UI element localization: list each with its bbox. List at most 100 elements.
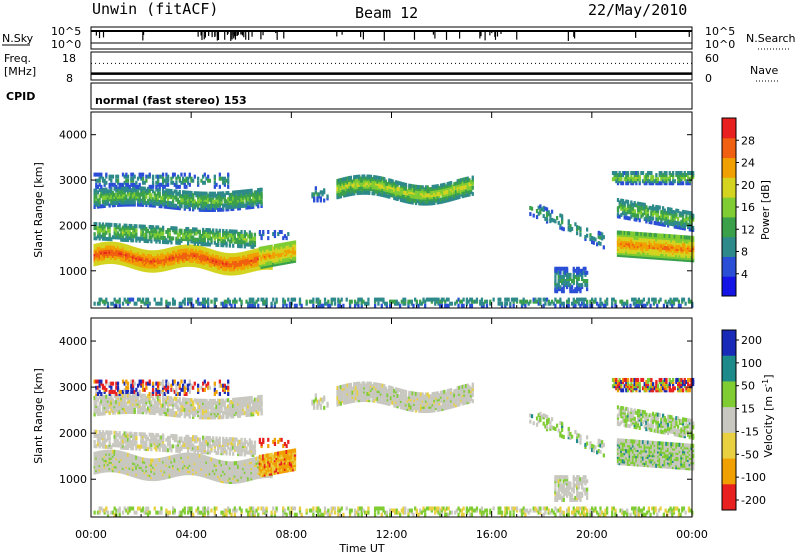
power-cell [443, 182, 446, 187]
power-cell [146, 303, 150, 308]
power-cell [666, 256, 670, 261]
power-cell [522, 301, 525, 306]
power-cell [339, 192, 343, 197]
power-cell [633, 211, 636, 216]
power-cell [424, 299, 427, 304]
power-cell [232, 253, 235, 258]
power-cell [121, 259, 125, 264]
power-cell [557, 270, 560, 275]
power-cell [346, 180, 349, 185]
power-cell [133, 174, 136, 179]
power-cell [666, 234, 670, 239]
power-cell [186, 248, 190, 253]
power-cell [227, 269, 230, 274]
power-cell [103, 230, 106, 235]
power-cell [499, 301, 502, 306]
power-cell [564, 281, 567, 286]
power-cell [218, 228, 221, 233]
power-cell [143, 238, 146, 243]
power-cell [554, 303, 557, 308]
power-cell [646, 213, 650, 218]
power-cell [418, 189, 421, 194]
power-cell [626, 299, 629, 304]
power-cell [678, 211, 681, 216]
power-cell [428, 199, 431, 204]
power-cell [456, 181, 459, 186]
power-cell [205, 197, 208, 202]
power-cell [131, 256, 135, 261]
power-cell [409, 299, 412, 304]
power-cell [200, 250, 203, 255]
power-cell [572, 289, 575, 294]
power-cell [163, 259, 166, 264]
power-cell [105, 180, 108, 185]
power-cell [448, 185, 451, 190]
power-cell [233, 194, 237, 199]
power-cell [330, 297, 333, 302]
power-cell [562, 301, 565, 306]
power-cell [208, 254, 211, 259]
power-cell [636, 244, 640, 249]
power-cell [275, 258, 278, 263]
power-cell [103, 189, 106, 194]
power-cell [215, 269, 218, 274]
power-cell [163, 192, 166, 197]
power-cell [661, 250, 665, 255]
power-cell [426, 195, 429, 200]
power-cell [344, 193, 348, 198]
power-cell [428, 197, 431, 202]
power-cell [480, 301, 484, 306]
power-cell [270, 303, 273, 308]
power-cell [648, 238, 651, 243]
power-cell [95, 259, 98, 264]
power-cell [422, 297, 425, 302]
power-cell [341, 183, 344, 188]
power-cell [156, 225, 160, 230]
power-cell [650, 234, 653, 239]
nsky-label: N.Sky [2, 32, 34, 45]
power-cell [338, 188, 341, 193]
power-cell [185, 192, 188, 197]
power-cell [197, 182, 200, 187]
power-cell [458, 184, 461, 189]
power-cell [395, 299, 398, 304]
power-cell [225, 233, 228, 238]
power-cell [150, 203, 153, 208]
power-cell [158, 251, 161, 256]
power-cell [232, 261, 235, 266]
power-cell [98, 232, 101, 237]
power-cell [213, 266, 216, 271]
power-cell [287, 241, 290, 246]
power-cell [636, 240, 640, 245]
power-cell [398, 191, 401, 196]
power-cell [185, 196, 188, 201]
power-cell [250, 259, 253, 264]
power-cell [253, 194, 257, 199]
power-cell [265, 259, 268, 264]
power-cell [416, 195, 419, 200]
power-cell [394, 182, 398, 187]
power-cell [212, 230, 215, 235]
power-cell [215, 201, 218, 206]
power-cell [255, 264, 258, 269]
power-cell [212, 234, 215, 239]
power-cell [135, 253, 138, 258]
power-cell [685, 243, 688, 248]
power-cell [655, 204, 658, 209]
power-cell [155, 233, 158, 238]
power-cell [240, 202, 243, 207]
power-cell [118, 297, 121, 302]
power-cell [95, 253, 98, 258]
power-cell [564, 270, 567, 275]
power-cell [202, 195, 205, 200]
power-cell [441, 193, 444, 198]
power-cell [118, 246, 121, 251]
power-cell [455, 299, 459, 304]
power-cell [141, 267, 145, 272]
power-cell [439, 197, 443, 202]
power-cell [103, 236, 106, 241]
power-cell [140, 267, 143, 272]
power-cell [686, 241, 690, 246]
power-cell [453, 194, 456, 199]
power-cell [170, 203, 173, 208]
